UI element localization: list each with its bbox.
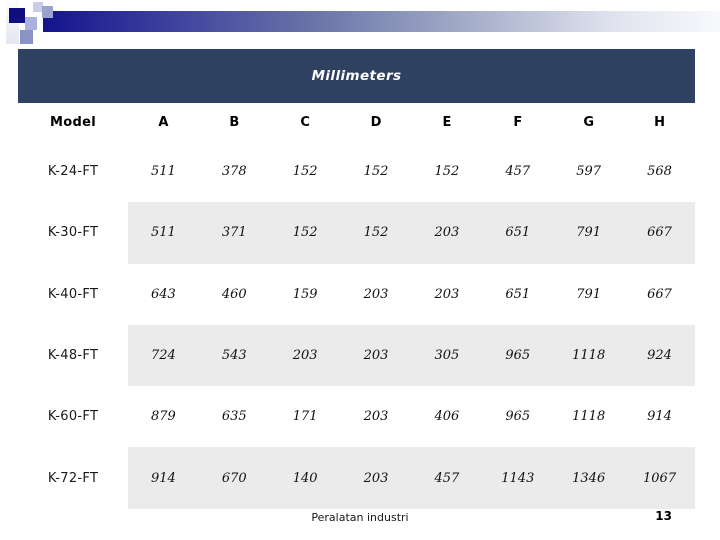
value-cell: 914 [647,409,672,425]
value-cell: 1346 [572,470,606,486]
value-cell: 914 [151,470,176,486]
table-row: K-72-FT 914 670 140 203 457 1143 1346 1067 [18,447,695,509]
value-cell: 597 [576,164,602,180]
value-cell: 457 [505,164,531,180]
row-values-group: 511 371 152 152 203 651 791 667 [128,202,695,264]
model-name-cell: K-30-FT [47,225,99,241]
value-cell: 879 [151,409,176,425]
value-cell: 152 [292,225,318,241]
footer-text: Peralatan industri [311,511,409,524]
value-cell: 152 [363,164,389,180]
table-row: K-60-FT 879 635 171 203 406 965 1118 914 [18,386,695,447]
value-cell: 203 [363,470,389,486]
value-cell: 791 [576,225,602,241]
value-cell: 1118 [572,348,606,364]
column-header: F [513,114,523,130]
value-cell: 667 [647,225,672,241]
model-name-cell: K-48-FT [47,348,99,364]
column-header: D [370,114,382,130]
value-cell: 203 [434,225,460,241]
value-cell: 965 [505,348,531,364]
value-cell: 140 [292,470,318,486]
header-values-group: A B C D E F G H [128,115,695,130]
value-cell: 511 [151,225,176,241]
column-header: A [158,114,169,130]
value-cell: 203 [434,286,460,302]
table-row: K-30-FT 511 371 152 152 203 651 791 667 [18,202,695,264]
value-cell: 724 [151,348,176,364]
table-row: K-48-FT 724 543 203 203 305 965 1118 924 [18,324,695,387]
deco-square-lavender-1 [33,2,43,12]
deco-square-lavender-3 [25,17,37,30]
value-cell: 457 [434,470,460,486]
table-header-row: Model A B C D E F G H [18,103,695,141]
column-header: E [442,114,452,130]
value-cell: 511 [151,164,176,180]
deco-square-violet [20,30,33,44]
page-number: 13 [655,509,672,523]
table-row: K-24-FT 511 378 152 152 152 457 597 568 [18,141,695,202]
deco-gradient-bar [43,11,720,32]
value-cell: 1143 [501,470,535,486]
value-cell: 406 [434,409,460,425]
column-header-model: Model [50,114,96,130]
value-cell: 791 [576,286,602,302]
column-header: G [583,114,595,130]
value-cell: 203 [363,286,389,302]
value-cell: 152 [363,225,389,241]
row-values-group: 914 670 140 203 457 1143 1346 1067 [128,447,695,509]
value-cell: 1118 [572,409,606,425]
row-values-group: 879 635 171 203 406 965 1118 914 [128,386,695,447]
model-name-cell: K-24-FT [47,164,99,180]
value-cell: 651 [505,286,531,302]
row-values-group: 511 378 152 152 152 457 597 568 [128,141,695,202]
row-values-group: 643 460 159 203 203 651 791 667 [128,264,695,325]
value-cell: 643 [151,286,176,302]
value-cell: 543 [221,348,247,364]
value-cell: 371 [221,225,247,241]
dimensions-table: Model A B C D E F G H K-24-FT 511 378 152 152 152 457 59… [18,103,695,509]
value-cell: 635 [221,409,247,425]
value-cell: 460 [221,286,247,302]
value-cell: 159 [292,286,318,302]
value-cell: 305 [434,348,460,364]
value-cell: 651 [505,225,531,241]
column-header: H [654,114,665,130]
value-cell: 667 [647,286,672,302]
value-cell: 1067 [643,470,677,486]
title-band: Millimeters [18,49,695,103]
value-cell: 670 [221,470,247,486]
value-cell: 203 [363,409,389,425]
value-cell: 965 [505,409,531,425]
deco-square-navy [9,8,25,23]
deco-square-lavender-2 [42,6,53,18]
value-cell: 203 [292,348,318,364]
value-cell: 152 [292,164,318,180]
model-name-cell: K-72-FT [47,470,99,486]
column-header: C [300,114,310,130]
row-values-group: 724 543 203 203 305 965 1118 924 [128,324,695,387]
table-row: K-40-FT 643 460 159 203 203 651 791 667 [18,264,695,325]
value-cell: 924 [647,348,672,364]
column-header: B [229,114,240,130]
model-name-cell: K-40-FT [47,286,99,302]
value-cell: 378 [221,164,247,180]
model-name-cell: K-60-FT [47,409,99,425]
value-cell: 203 [363,348,389,364]
value-cell: 171 [292,409,318,425]
slide-title: Millimeters [311,68,402,84]
value-cell: 152 [434,164,460,180]
value-cell: 568 [647,164,672,180]
